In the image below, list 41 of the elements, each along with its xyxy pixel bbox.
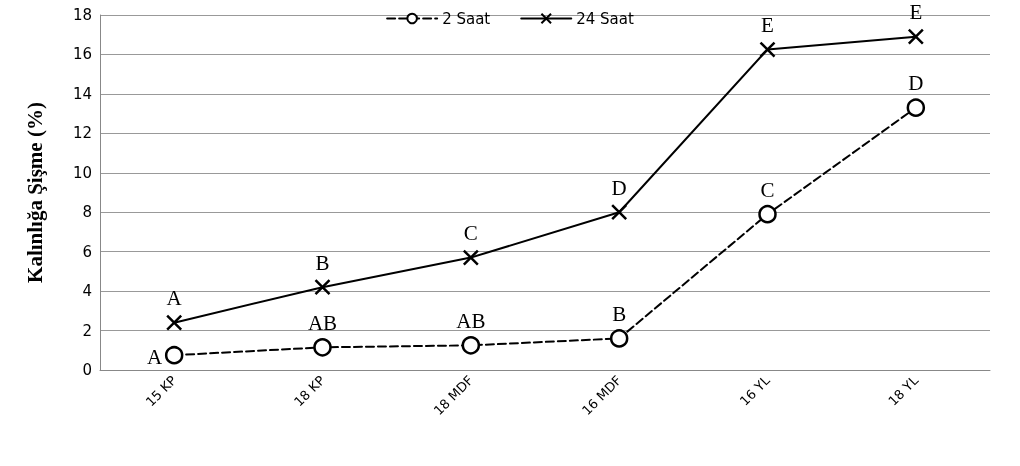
point bbox=[461, 336, 481, 355]
y-tick-label: 12 bbox=[72, 124, 92, 143]
x-tick-label: 15 KP bbox=[142, 372, 180, 410]
annotation: B bbox=[612, 301, 627, 326]
annotation: D bbox=[611, 175, 627, 200]
annotation: A bbox=[146, 345, 163, 370]
legend-label: 24 Saat bbox=[576, 9, 634, 28]
y-tick-label: 10 bbox=[72, 163, 92, 182]
annotation: AB bbox=[456, 308, 486, 333]
annotation: E bbox=[761, 13, 774, 38]
y-tick-label: 4 bbox=[82, 282, 92, 301]
annotation: B bbox=[315, 250, 330, 275]
y-tick-label: 0 bbox=[82, 361, 92, 379]
annotation: A bbox=[166, 286, 183, 311]
point bbox=[906, 98, 926, 117]
annotation: AB bbox=[307, 310, 338, 335]
point bbox=[609, 329, 629, 348]
y-tick-label: 18 bbox=[72, 6, 92, 24]
point bbox=[164, 345, 184, 365]
annotation: E bbox=[909, 0, 923, 25]
y-tick-label: 8 bbox=[82, 203, 92, 222]
y-tick-label: 6 bbox=[82, 242, 92, 261]
y-tick-label: 2 bbox=[82, 321, 92, 340]
x-tick-label: 18 YL bbox=[885, 372, 922, 409]
point bbox=[610, 203, 628, 221]
point bbox=[907, 28, 925, 45]
annotation: C bbox=[760, 177, 775, 202]
point bbox=[462, 249, 480, 266]
point bbox=[314, 278, 331, 296]
point bbox=[165, 314, 183, 331]
y-tick-label: 16 bbox=[72, 45, 92, 64]
point bbox=[759, 41, 776, 58]
annotation: C bbox=[463, 221, 478, 246]
legend-label: 2 Saat bbox=[442, 9, 491, 28]
annotation: D bbox=[908, 71, 924, 96]
point bbox=[758, 204, 777, 224]
point bbox=[313, 338, 332, 357]
x-tick-label: 18 KP bbox=[291, 372, 328, 410]
y-tick-label: 14 bbox=[72, 84, 92, 103]
x-tick-label: 16 YL bbox=[736, 372, 774, 409]
y-axis-title: Kalınlığa Şişme (%) bbox=[22, 102, 47, 283]
